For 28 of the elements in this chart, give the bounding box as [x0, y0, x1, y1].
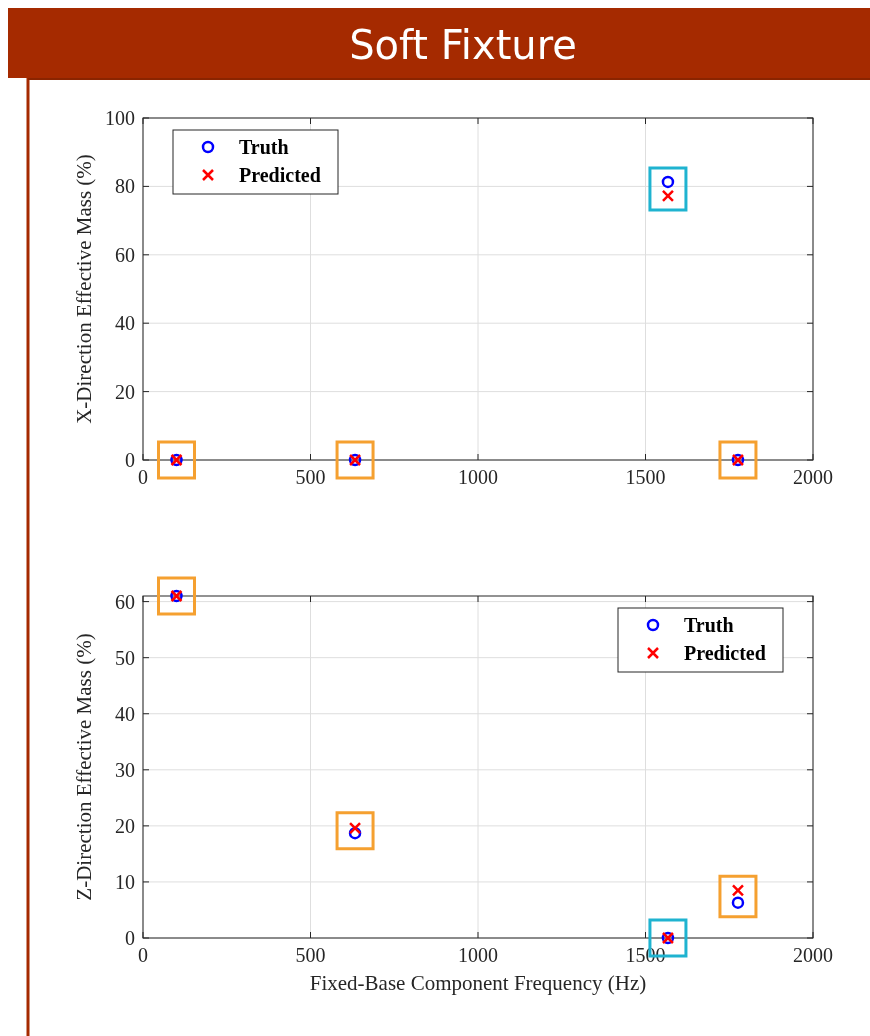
y-tick-label: 20 [115, 814, 135, 837]
x-tick-label: 2000 [793, 466, 833, 488]
y-tick-label: 0 [125, 927, 135, 949]
legend-label: Truth [239, 136, 289, 158]
y-tick-label: 100 [105, 107, 135, 129]
y-axis-title: Z-Direction Effective Mass (%) [72, 633, 96, 901]
x-tick-label: 1000 [458, 944, 498, 966]
x-tick-label: 1000 [458, 466, 498, 488]
y-axis-title: X-Direction Effective Mass (%) [72, 154, 96, 424]
y-tick-label: 60 [115, 590, 135, 613]
x-tick-label: 2000 [793, 944, 833, 966]
y-tick-label: 40 [115, 702, 135, 725]
y-tick-label: 40 [115, 312, 135, 335]
x-tick-label: 500 [295, 944, 326, 966]
x-tick-label: 1500 [625, 466, 666, 488]
legend-label: Predicted [239, 164, 321, 186]
x-axis-title: Fixed-Base Component Frequency (Hz) [309, 971, 647, 995]
y-tick-label: 0 [125, 449, 135, 471]
y-tick-label: 50 [115, 646, 135, 669]
chart-title: Soft Fixture [349, 22, 577, 68]
legend-label: Predicted [684, 642, 766, 664]
legend-label: Truth [684, 614, 734, 636]
y-tick-label: 60 [115, 243, 135, 266]
y-tick-label: 10 [115, 870, 135, 893]
y-tick-label: 20 [115, 380, 135, 403]
x-tick-label: 500 [295, 466, 326, 488]
y-tick-label: 80 [115, 175, 135, 198]
y-tick-label: 30 [115, 758, 135, 781]
